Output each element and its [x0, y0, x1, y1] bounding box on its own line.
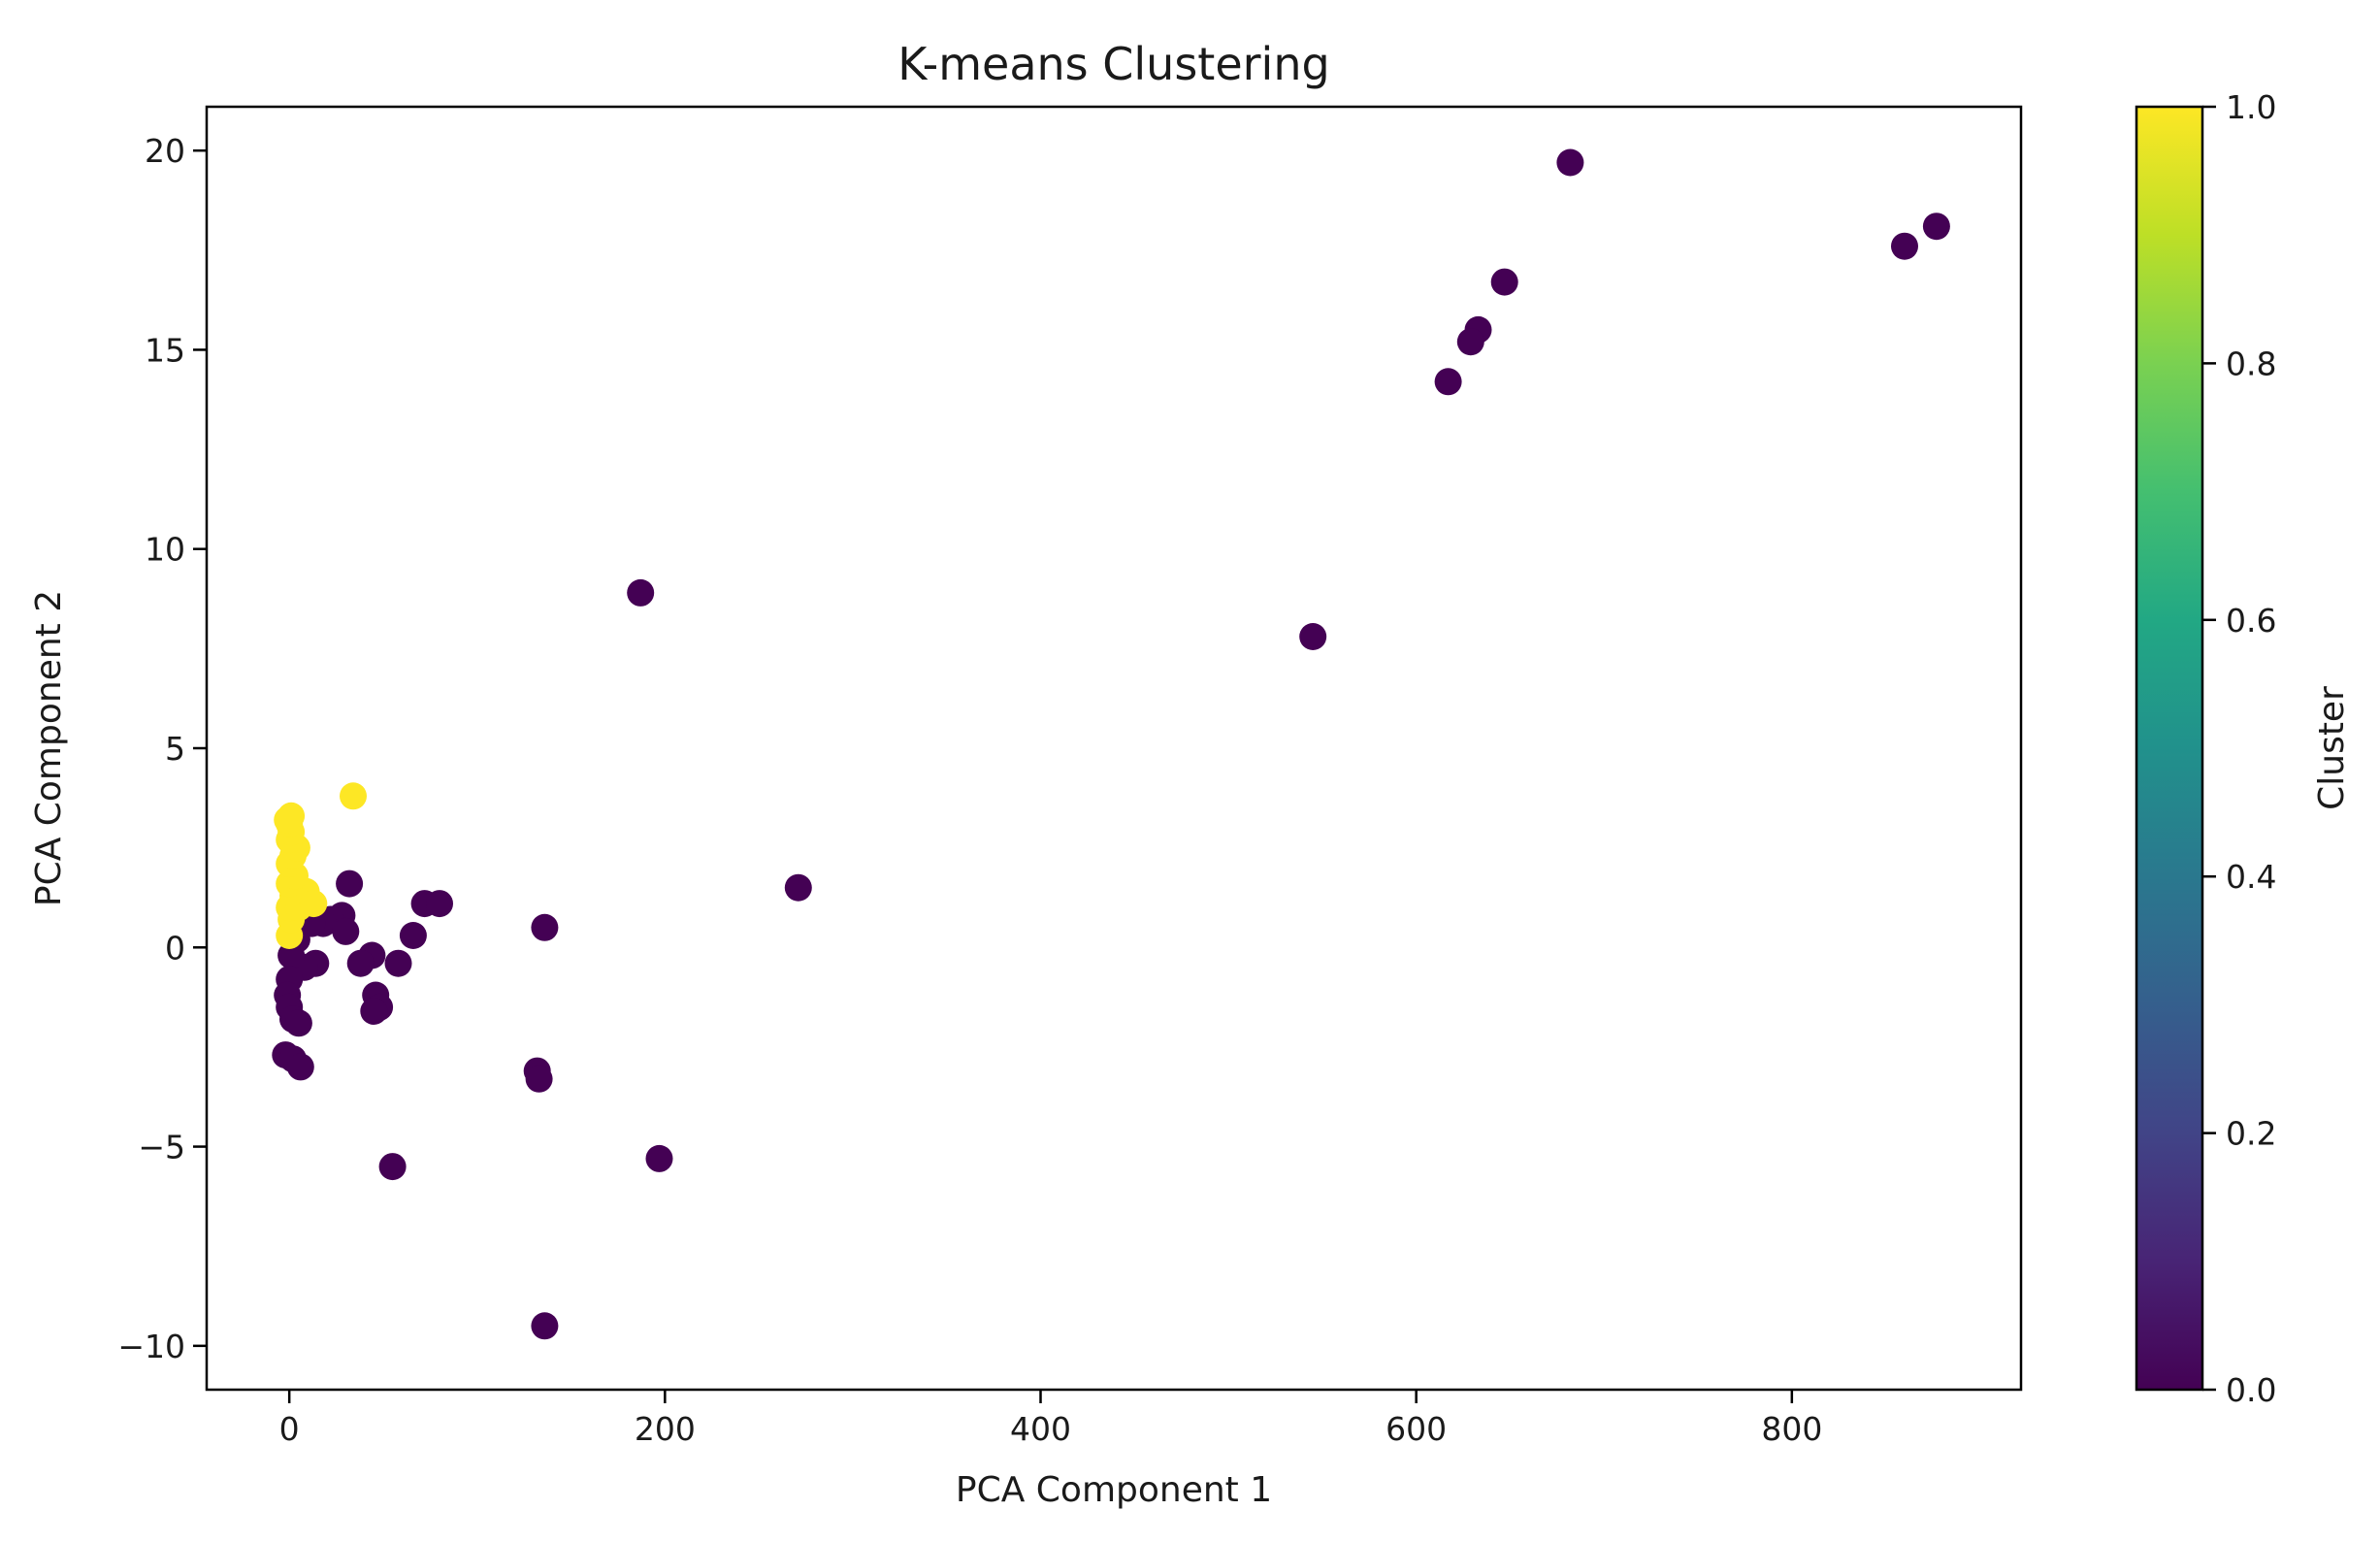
data-point-9: [784, 873, 812, 902]
x-tick-label-200: 200: [635, 1410, 696, 1448]
y-axis-label: PCA Component 2: [29, 590, 69, 906]
data-point-14: [399, 922, 427, 949]
data-point-6: [1434, 368, 1462, 396]
data-point-3: [1490, 268, 1518, 296]
y-axis-ticks: −10 −5 0 5 10 15 20: [117, 132, 207, 1365]
data-point-26: [277, 941, 306, 969]
data-point-49: [300, 890, 328, 918]
data-point-8: [1299, 623, 1327, 650]
colorbar-tick-label-1.0: 1.0: [2226, 88, 2276, 126]
data-point-5: [1456, 328, 1484, 356]
y-tick-label-10: 10: [145, 531, 185, 569]
data-point-22: [332, 917, 360, 945]
data-point-13: [426, 890, 453, 918]
y-tick-label--5: −5: [138, 1129, 185, 1166]
y-tick-label-15: 15: [145, 331, 185, 369]
y-tick-label-20: 20: [145, 132, 185, 170]
data-points: [272, 148, 1950, 1340]
data-point-11: [336, 870, 364, 898]
data-point-7: [627, 578, 655, 607]
y-tick-label-0: 0: [165, 929, 185, 967]
x-axis-ticks: 0 200 400 600 800: [279, 1390, 1822, 1448]
data-point-2: [1891, 232, 1918, 260]
data-point-60: [340, 782, 367, 810]
x-axis-label: PCA Component 1: [956, 1470, 1272, 1510]
data-point-40: [378, 1153, 407, 1181]
data-point-10: [531, 913, 559, 941]
data-point-1: [1922, 213, 1950, 241]
data-point-42: [531, 1312, 559, 1340]
colorbar-tick-label-0.4: 0.4: [2226, 858, 2276, 896]
data-point-31: [284, 1009, 312, 1037]
data-point-37: [286, 1053, 314, 1081]
colorbar-ticks: 0.0 0.2 0.4 0.6 0.8 1.0: [2202, 88, 2276, 1409]
x-tick-label-0: 0: [279, 1410, 300, 1448]
x-tick-label-600: 600: [1386, 1410, 1447, 1448]
colorbar-tick-label-0.0: 0.0: [2226, 1371, 2276, 1409]
data-point-15: [384, 949, 412, 977]
colorbar: [2135, 105, 2204, 1392]
colorbar-label: Cluster: [2312, 686, 2352, 810]
colorbar-tick-label-0.6: 0.6: [2226, 602, 2276, 640]
colorbar-tick-label-0.8: 0.8: [2226, 345, 2276, 382]
data-point-0: [1556, 148, 1584, 177]
x-tick-label-800: 800: [1761, 1410, 1822, 1448]
y-tick-label--10: −10: [117, 1328, 185, 1365]
data-point-59: [274, 805, 302, 834]
y-tick-label-5: 5: [165, 730, 185, 768]
x-tick-label-400: 400: [1010, 1410, 1071, 1448]
chart-title: K-means Clustering: [897, 38, 1329, 90]
colorbar-tick-label-0.2: 0.2: [2226, 1115, 2276, 1153]
data-point-17: [346, 949, 375, 977]
data-point-39: [525, 1065, 553, 1093]
plot-frame: [205, 105, 2023, 1392]
data-point-41: [645, 1144, 673, 1172]
data-point-34: [360, 998, 388, 1025]
